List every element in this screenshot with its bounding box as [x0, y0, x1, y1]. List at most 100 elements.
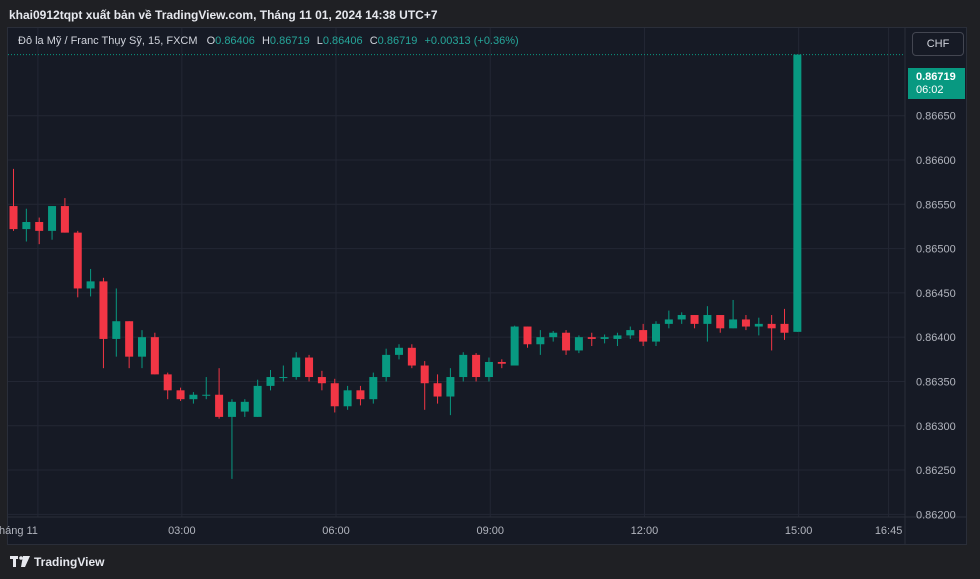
time-tick-label: 12:00 [631, 525, 659, 537]
candle [523, 326, 532, 348]
brand-name: TradingView [34, 555, 105, 569]
candle [664, 310, 673, 329]
price-tick-label: 0.86600 [916, 155, 956, 167]
candle [741, 315, 750, 331]
candle-body [562, 332, 571, 351]
candle-body [549, 332, 558, 338]
low-value: 0.86406 [322, 35, 363, 47]
candle [600, 334, 609, 344]
candle-body [446, 377, 455, 397]
candle [716, 315, 725, 333]
last-price-value: 0.86719 [916, 71, 956, 83]
open-label: O [206, 35, 216, 47]
price-tick-label: 0.86550 [916, 199, 956, 211]
candle-body [523, 326, 532, 345]
candle-body [703, 315, 712, 324]
candle [253, 379, 262, 417]
candle [227, 399, 236, 479]
candle [73, 230, 82, 298]
candle-body [343, 390, 352, 407]
publisher-info: khai0912tqpt xuất bản về TradingView.com… [9, 8, 438, 22]
candle [433, 374, 442, 404]
candle-body [510, 326, 519, 366]
time-tick-label: 15:00 [785, 525, 813, 537]
candle [690, 315, 699, 329]
candle-body [202, 394, 211, 396]
candle-body [73, 232, 82, 289]
candle [112, 288, 121, 357]
candle-body [677, 315, 686, 320]
chart-panel[interactable] [7, 27, 967, 545]
candle-body [664, 319, 673, 324]
candle-body [60, 206, 69, 233]
candle-body [587, 337, 596, 339]
candle-body [600, 337, 609, 339]
candle-body [292, 357, 301, 378]
candle [729, 299, 738, 329]
candle-body [652, 323, 660, 342]
high-label: H [261, 35, 270, 47]
tradingview-logo-icon [10, 556, 30, 567]
candle-body [86, 281, 95, 289]
candle-body [793, 54, 802, 332]
high-value: 0.86719 [269, 35, 310, 47]
candle-body [716, 315, 725, 329]
time-tick-label: 06:00 [322, 525, 350, 537]
candle [176, 387, 185, 401]
candle-body [48, 206, 57, 231]
candle-body [125, 321, 134, 357]
price-tick-label: 0.86200 [916, 509, 956, 521]
candle [356, 385, 365, 406]
candle [266, 369, 275, 391]
time-tick-label: 16:45 [875, 525, 903, 537]
candle-body [459, 354, 468, 378]
candle [574, 335, 583, 354]
candle-body [472, 354, 481, 378]
candle-body [150, 337, 159, 375]
bar-countdown: 06:02 [916, 84, 944, 96]
candle-body [176, 390, 185, 400]
candle-body [215, 394, 224, 417]
publish-header: khai0912tqpt xuất bản về TradingView.com… [0, 0, 980, 28]
candle [317, 370, 326, 391]
close-label: C [369, 35, 378, 47]
candle-body [305, 357, 314, 378]
candle [150, 332, 159, 375]
candle-body [484, 361, 493, 378]
candle-body [382, 354, 391, 378]
candle [35, 217, 44, 245]
candle-body [163, 374, 172, 391]
candle [626, 326, 635, 339]
candle [497, 359, 506, 369]
change-value: +0.00313 (+0.36%) [424, 35, 519, 47]
time-axis[interactable]: háng 11 03:00 06:00 09:00 12:00 15:00 16:45 [0, 525, 902, 537]
symbol-description: Đô la Mỹ / Franc Thụy Sỹ, 15, FXCM [18, 35, 198, 47]
candle [459, 352, 468, 382]
chart-legend: Đô la Mỹ / Franc Thụy Sỹ, 15, FXCM O 0.86… [18, 35, 519, 47]
candle-body [433, 383, 442, 397]
price-axis[interactable]: 0.86650 0.86600 0.86550 0.86500 0.86450 0.864… [916, 111, 956, 522]
candle [639, 323, 648, 347]
candle-body [395, 347, 403, 355]
candle [279, 365, 288, 382]
price-tick-label: 0.86350 [916, 376, 956, 388]
price-tick-label: 0.86250 [916, 465, 956, 477]
candle-body [189, 394, 198, 400]
candle-body [420, 365, 429, 384]
candle-body [574, 337, 583, 351]
currency-button[interactable]: CHF [912, 32, 964, 56]
candle-body [317, 377, 326, 384]
candle [767, 315, 776, 351]
candle-body [780, 323, 789, 333]
candle-body [536, 337, 545, 345]
time-tick-label: háng 11 [0, 525, 38, 537]
low-label: L [316, 35, 323, 47]
candle-body [138, 337, 146, 357]
price-tick-label: 0.86650 [916, 111, 956, 123]
candle [215, 368, 224, 419]
candle [22, 208, 31, 242]
candle-body [407, 347, 416, 366]
candle [138, 330, 146, 369]
candle [240, 399, 249, 417]
